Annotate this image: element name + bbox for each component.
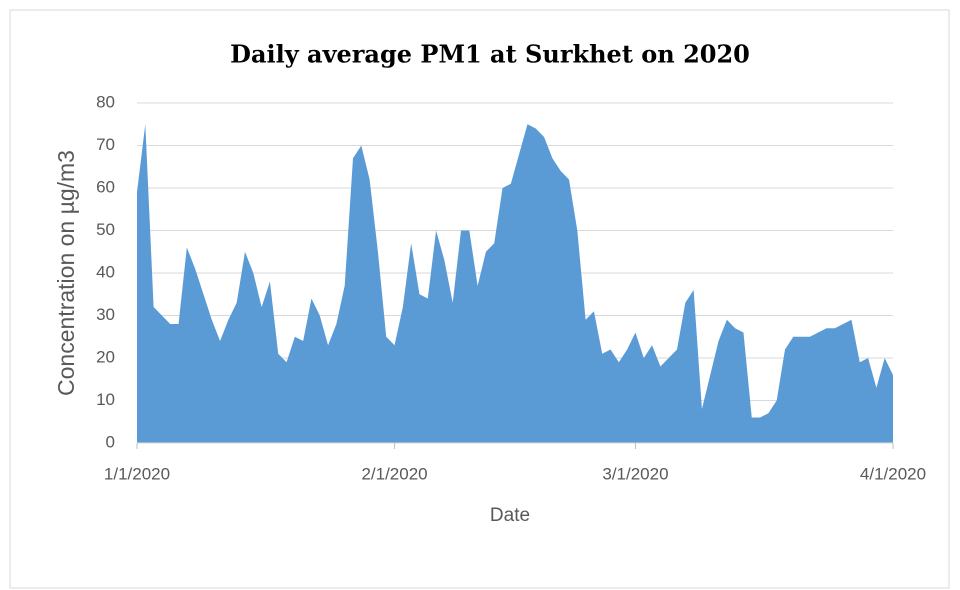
area (137, 124, 893, 443)
y-tick-label: 80 (96, 92, 115, 111)
x-tick-label: 1/1/2020 (104, 464, 170, 483)
y-tick-label: 50 (96, 220, 115, 239)
y-tick-label: 10 (96, 390, 115, 409)
chart-title: Daily average PM1 at Surkhet on 2020 (230, 40, 750, 69)
y-tick-label: 30 (96, 305, 115, 324)
x-tick-label: 3/1/2020 (602, 464, 668, 483)
y-tick-label: 40 (96, 262, 115, 281)
x-tick-label: 4/1/2020 (860, 464, 926, 483)
y-tick-label: 60 (96, 177, 115, 196)
x-axis-label: Date (490, 505, 530, 526)
y-tick-label: 20 (96, 347, 115, 366)
y-axis-label: Concentration on µg/m3 (53, 150, 79, 396)
y-tick-label: 0 (106, 432, 115, 451)
x-tick-label: 2/1/2020 (361, 464, 427, 483)
y-tick-label: 70 (96, 135, 115, 154)
